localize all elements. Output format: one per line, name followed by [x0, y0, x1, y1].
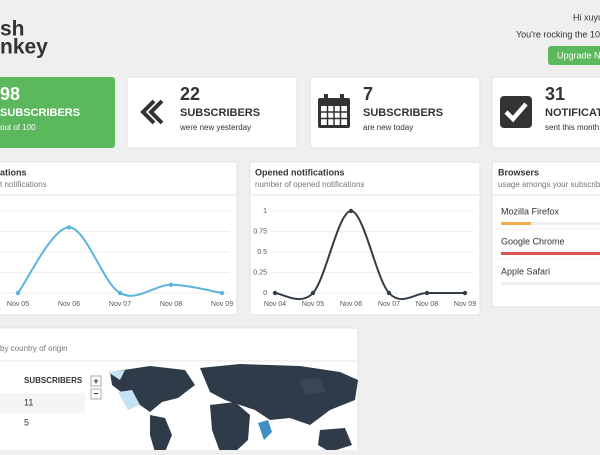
- card-label: SUBSCRIBERS: [0, 107, 80, 119]
- card-value: 7: [363, 84, 373, 104]
- panel: [249, 161, 481, 316]
- x-tick-label: Nov 06: [340, 301, 362, 308]
- greeting: Hi xuyu: [573, 12, 600, 22]
- zoom-out[interactable]: [90, 388, 102, 400]
- card-note: sent this month: [545, 123, 599, 132]
- plan-text: You're rocking the 100: [516, 29, 600, 39]
- point: [15, 290, 21, 296]
- table-cell: 11: [24, 397, 33, 407]
- y-tick-label: 1: [263, 208, 267, 215]
- x-tick-label: Nov 05: [7, 301, 29, 308]
- point: [168, 282, 174, 287]
- zoom-out-label[interactable]: −: [93, 388, 98, 398]
- point: [348, 208, 354, 214]
- table-header: SUBSCRIBERS: [24, 376, 83, 385]
- x-tick-label: Nov 07: [109, 301, 131, 308]
- y-tick-label: 0.75: [253, 228, 267, 235]
- card-label: SUBSCRIBERS: [363, 107, 443, 119]
- point: [272, 290, 278, 296]
- card-value: 22: [180, 84, 200, 104]
- world-map: [108, 364, 358, 452]
- card-value: 98: [0, 84, 20, 104]
- x-tick-label: Nov 09: [211, 301, 233, 308]
- y-tick-label: 0: [263, 290, 267, 297]
- browser-name: Apple Safari: [501, 266, 550, 276]
- upgrade-label[interactable]: Upgrade No: [557, 50, 600, 60]
- panel-title: ations: [0, 167, 27, 177]
- x-tick-label: Nov 07: [378, 301, 400, 308]
- card: [126, 76, 298, 149]
- point: [424, 290, 430, 296]
- card-label: NOTIFICATI: [545, 107, 600, 119]
- share-bar: [501, 222, 531, 225]
- panel-subtitle: number of opened notifications: [255, 180, 364, 189]
- point: [462, 290, 468, 296]
- card-note: out of 100: [0, 123, 36, 132]
- x-tick-label: Nov 09: [454, 301, 476, 308]
- point: [66, 225, 72, 230]
- zoom-in-label[interactable]: +: [93, 376, 98, 386]
- panel: [491, 161, 600, 308]
- card-value: 31: [545, 84, 565, 104]
- panel-title: Browsers: [498, 167, 539, 177]
- panel-subtitle: by country of origin: [0, 344, 68, 353]
- logo: sh: [0, 18, 25, 41]
- card-note: were new yesterday: [179, 123, 251, 132]
- panel: [0, 161, 238, 316]
- browser-name: Mozilla Firefox: [501, 206, 560, 216]
- browser-name: Google Chrome: [501, 236, 565, 246]
- card: [309, 76, 481, 149]
- x-tick-label: Nov 06: [58, 301, 80, 308]
- share-bar: [501, 252, 600, 255]
- x-tick-label: Nov 04: [264, 301, 286, 308]
- bar-track: [501, 282, 600, 285]
- panel-subtitle: usage amongs your subscribe: [498, 180, 600, 189]
- bar-track: [501, 222, 600, 225]
- card: [491, 76, 600, 149]
- check-icon: [500, 96, 532, 128]
- point: [386, 290, 392, 296]
- point: [117, 290, 123, 296]
- card-label: SUBSCRIBERS: [180, 107, 260, 119]
- logo: nkey: [0, 36, 48, 59]
- upgrade-button[interactable]: [548, 46, 600, 65]
- y-tick-label: 0.5: [257, 249, 267, 256]
- line: [17, 226, 223, 297]
- point: [310, 290, 316, 296]
- calendar-icon: [318, 94, 350, 128]
- card: [0, 77, 115, 148]
- zoom-in[interactable]: [90, 375, 102, 387]
- panel-subtitle: t notifications: [0, 180, 47, 189]
- table-cell: 5: [24, 417, 29, 427]
- panel-title: Opened notifications: [255, 167, 345, 177]
- table-row: [0, 393, 85, 413]
- card-note: are new today: [363, 123, 413, 132]
- point: [219, 290, 225, 296]
- x-tick-label: Nov 05: [302, 301, 324, 308]
- chevron-icon: [140, 99, 164, 125]
- x-tick-label: Nov 08: [416, 301, 438, 308]
- y-tick-label: 0.25: [253, 269, 267, 276]
- x-tick-label: Nov 08: [160, 301, 182, 308]
